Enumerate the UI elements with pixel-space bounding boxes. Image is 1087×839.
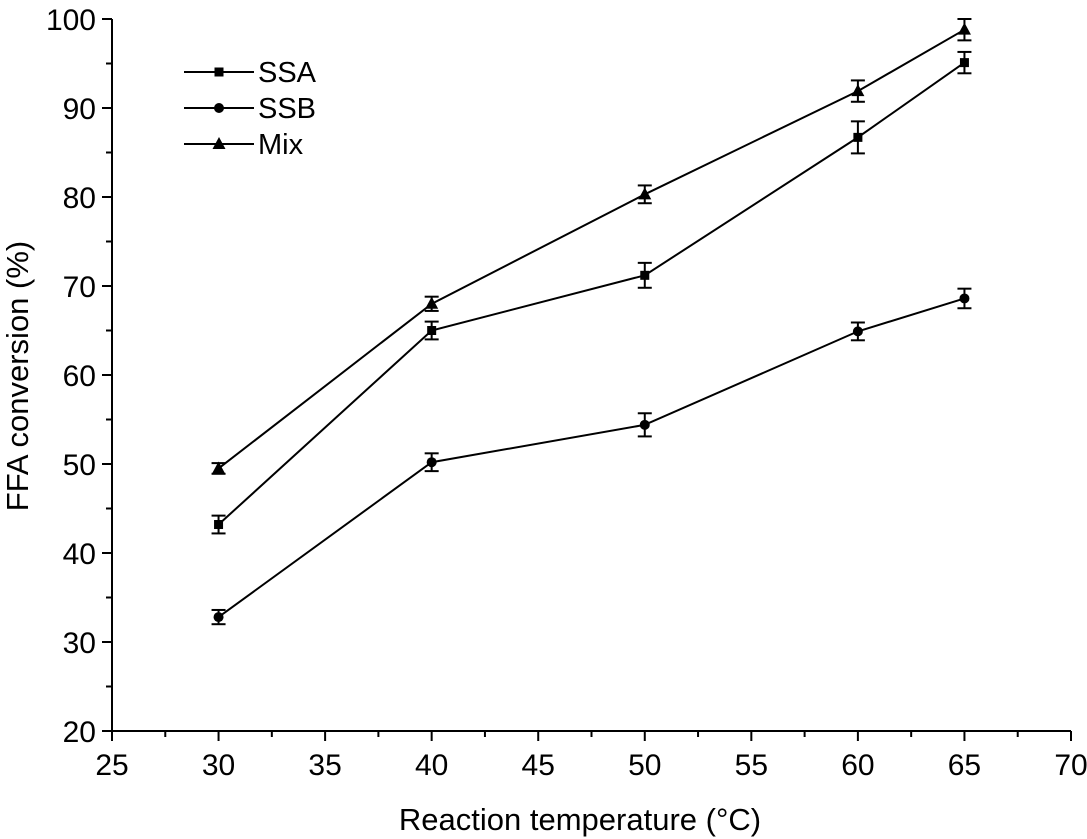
data-point-ssb	[852, 326, 863, 337]
legend-label-mix: Mix	[258, 129, 304, 161]
x-tick-label: 70	[1054, 749, 1087, 782]
legend-label-ssa: SSA	[258, 57, 317, 89]
x-tick-label: 50	[628, 749, 661, 782]
y-tick-label: 30	[63, 627, 96, 660]
x-tick-label: 25	[95, 749, 128, 782]
x-tick-label: 40	[415, 749, 448, 782]
x-tick-label: 30	[202, 749, 235, 782]
x-axis-title: Reaction temperature (°C)	[399, 802, 761, 837]
x-tick-label: 55	[735, 749, 768, 782]
series-layer	[211, 18, 972, 626]
data-point-mix	[425, 296, 439, 309]
series-ssb	[211, 287, 972, 626]
data-point-mix	[957, 22, 971, 35]
series-ssa	[211, 50, 972, 535]
x-tick-label: 35	[308, 749, 341, 782]
data-point-ssa	[640, 270, 650, 280]
y-tick-label: 100	[46, 4, 96, 37]
legend-label-ssb: SSB	[258, 93, 316, 125]
data-point-mix	[212, 461, 226, 474]
series-line-ssa	[217, 61, 966, 526]
data-point-ssa	[427, 326, 437, 335]
data-point-ssa	[214, 520, 224, 530]
data-point-ssa	[959, 58, 969, 68]
legend-marker-ssa	[214, 67, 224, 77]
y-tick-label: 50	[63, 449, 96, 482]
axes: 25 30 35 40 45 50 55 60 65 70 20 30 40 50 60 70 80 90 100	[46, 4, 1087, 782]
data-point-ssa	[853, 132, 863, 142]
legend: SSA SSB Mix	[184, 57, 317, 161]
y-tick-label: 60	[63, 360, 96, 393]
series-line-ssb	[217, 297, 965, 618]
data-point-mix	[851, 84, 865, 97]
legend-marker-ssb	[214, 103, 224, 113]
data-point-mix	[638, 187, 652, 200]
y-tick-label: 20	[63, 716, 96, 749]
y-tick-label: 90	[63, 93, 96, 126]
x-tick-label: 45	[522, 749, 555, 782]
data-point-ssb	[959, 293, 970, 304]
x-tick-label: 65	[948, 749, 981, 782]
y-tick-label: 70	[63, 271, 96, 304]
data-point-ssb	[213, 612, 224, 623]
y-tick-label: 40	[63, 538, 96, 571]
y-tick-label: 80	[63, 182, 96, 215]
x-tick-label: 60	[841, 749, 874, 782]
y-axis-title: FFA conversion (%)	[0, 241, 35, 511]
data-point-ssb	[639, 419, 650, 430]
legend-marker-mix	[212, 137, 226, 149]
series-mix	[211, 18, 972, 475]
data-point-ssb	[426, 457, 437, 468]
